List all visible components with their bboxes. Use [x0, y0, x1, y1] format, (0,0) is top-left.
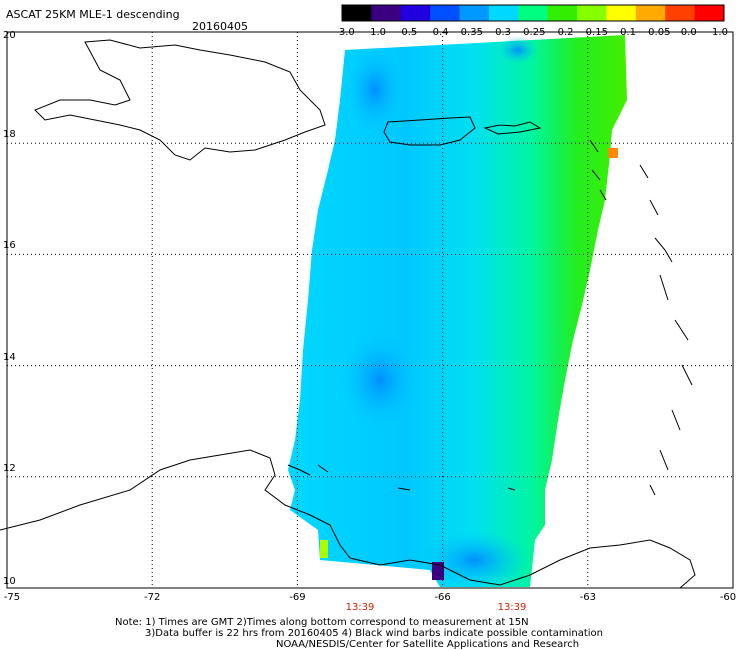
colorbar-tick-label: -0.3 — [491, 27, 512, 38]
note-line: Note: 1) Times are GMT 2)Times along bot… — [115, 617, 529, 628]
coastlines — [0, 39, 696, 589]
note-line: 3)Data buffer is 22 hrs from 20160405 4)… — [145, 628, 603, 639]
colorbar-tick-label: -0.5 — [397, 27, 418, 38]
colorbar-tick-label: 0.0 — [680, 27, 697, 38]
data-swath — [288, 35, 627, 590]
colorbar-swatch — [342, 5, 372, 21]
hispaniola-coast — [34, 39, 326, 161]
colorbar-swatch — [488, 5, 519, 21]
colorbar-tick-label: -0.15 — [582, 27, 608, 38]
map-frame — [6, 31, 734, 589]
puerto-rico-coast — [383, 116, 476, 146]
latitude-tick-label: 18 — [3, 129, 16, 141]
colorbar-tick-label: -0.1 — [616, 27, 637, 38]
latitude-tick-label: 16 — [3, 240, 16, 252]
colorbar-tick-label: 1.0 — [712, 27, 728, 38]
colorbar-swatch — [547, 5, 578, 21]
low-value-region — [345, 45, 405, 135]
longitude-tick-label: -66 — [434, 592, 451, 603]
colorbar-swatch — [635, 5, 666, 21]
colorbar — [341, 4, 725, 22]
high-error-pixel — [608, 148, 618, 158]
colorbar-swatch — [694, 5, 725, 21]
time-label: 13:39 — [345, 602, 375, 613]
colorbar-swatch — [430, 5, 461, 21]
colorbar-swatch — [577, 5, 607, 21]
longitude-tick-label: -75 — [3, 592, 21, 603]
colorbar-swatch — [400, 5, 431, 21]
high-error-pixel — [320, 540, 328, 558]
colorbar-swatch — [665, 5, 696, 21]
low-value-region — [340, 330, 420, 430]
latitude-tick-label: 12 — [3, 462, 16, 474]
colorbar-swatch — [459, 5, 490, 21]
longitude-tick-label: -63 — [579, 592, 596, 603]
latitude-tick-label: 14 — [3, 351, 16, 363]
longitude-tick-label: -72 — [144, 592, 161, 603]
colorbar-swatch — [518, 5, 549, 21]
low-value-region — [498, 36, 538, 64]
colorbar-tick-label: -0.35 — [457, 27, 483, 38]
colorbar-tick-label: -1.0 — [366, 27, 387, 38]
time-label: 13:39 — [497, 602, 527, 613]
swath-area — [288, 35, 627, 587]
graticule — [7, 32, 733, 588]
chart-date: 20160405 — [192, 20, 248, 33]
curacao-aruba-coast — [287, 464, 516, 491]
chart-title: ASCAT 25KM MLE-1 descending — [6, 8, 180, 21]
low-value-region — [420, 530, 530, 590]
colorbar-tick-label: -3.0 — [335, 27, 355, 38]
colorbar-swatch — [606, 5, 637, 21]
high-error-pixel — [432, 562, 444, 580]
latitude-tick-label: 20 — [3, 30, 16, 41]
colorbar-outline — [341, 4, 725, 22]
note-line: NOAA/NESDIS/Center for Satellite Applica… — [276, 639, 580, 650]
colorbar-swatch — [371, 5, 402, 21]
virgin-islands-coast — [483, 121, 542, 135]
longitude-tick-label: -60 — [719, 592, 737, 603]
colorbar-tick-label: -0.25 — [519, 27, 546, 38]
south-america-coast — [0, 449, 696, 589]
lesser-antilles-coast — [589, 139, 693, 496]
colorbar-tick-label: -0.2 — [553, 27, 574, 38]
latitude-tick-label: 10 — [3, 576, 16, 587]
colorbar-tick-label: -0.4 — [428, 27, 449, 38]
colorbar-tick-label: -0.05 — [644, 27, 671, 38]
longitude-tick-label: -69 — [289, 592, 306, 603]
